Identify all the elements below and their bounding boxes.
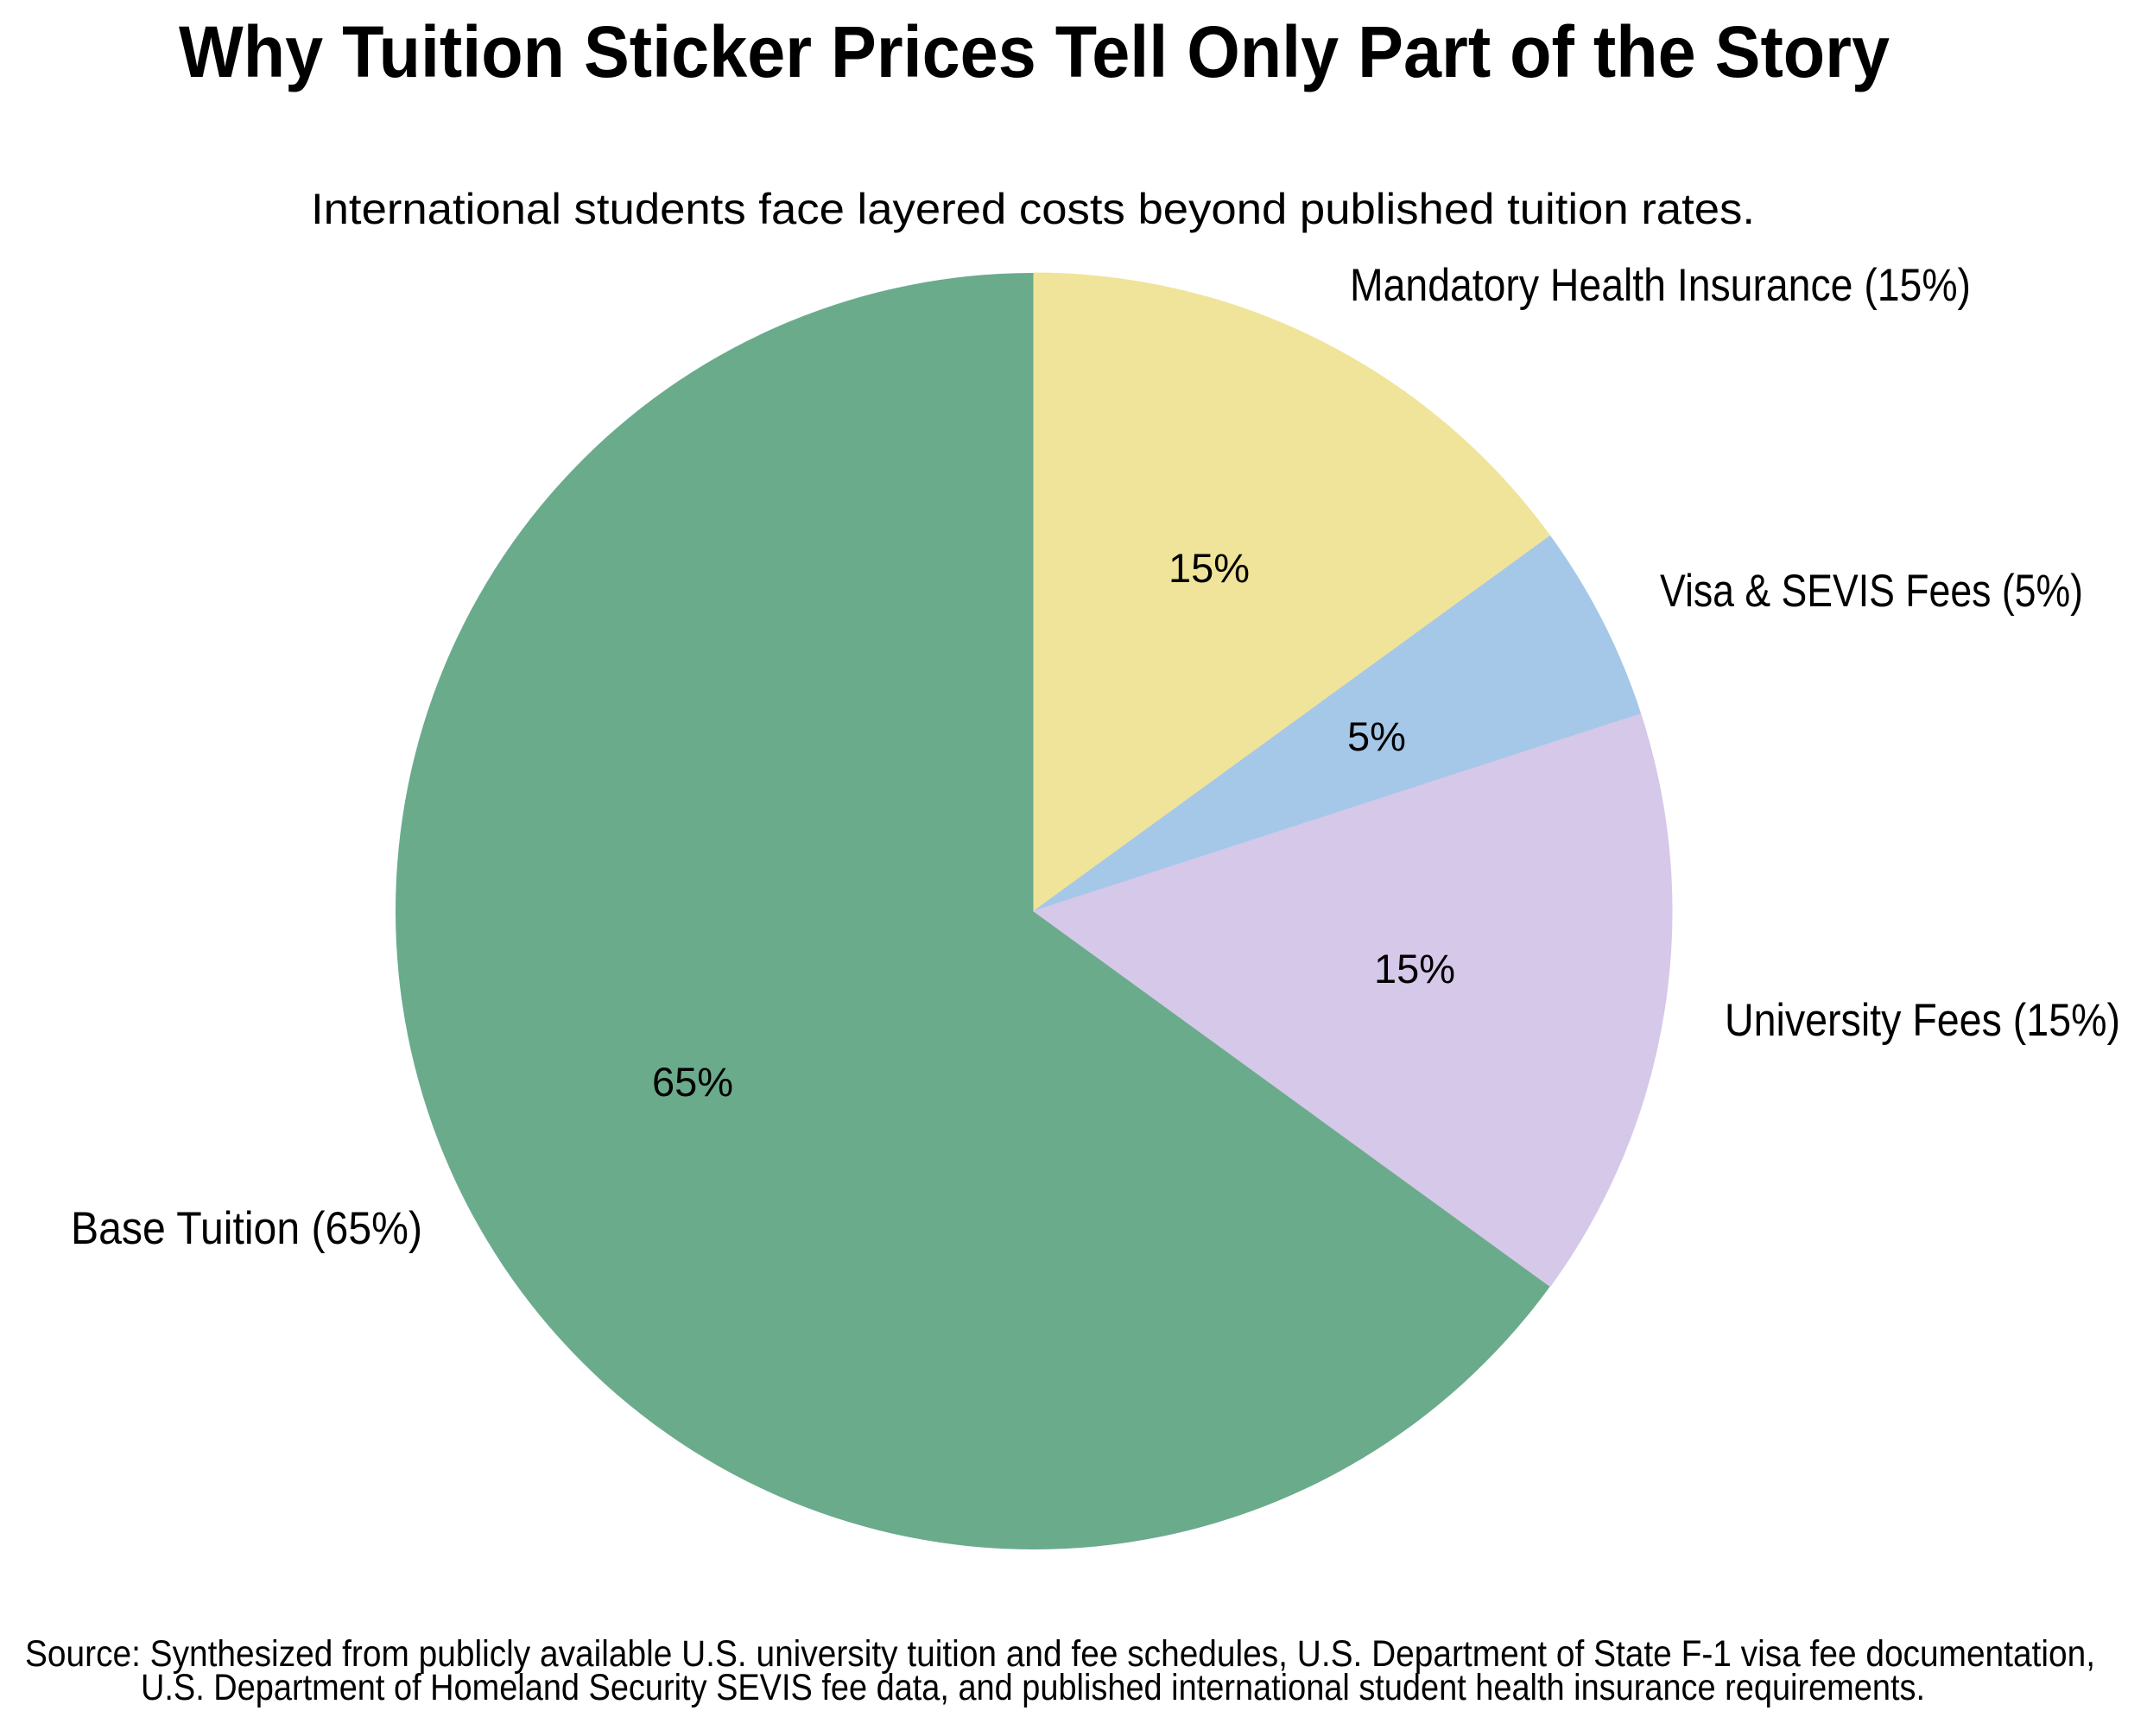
- svg-text:International students face la: International students face layered cost…: [311, 185, 1755, 233]
- svg-text:University Fees (15%): University Fees (15%): [1725, 995, 2120, 1046]
- svg-text:Source: Synthesized from publi: Source: Synthesized from publicly availa…: [25, 1633, 2095, 1675]
- svg-text:15%: 15%: [1168, 545, 1250, 591]
- svg-text:Base Tuition (65%): Base Tuition (65%): [71, 1203, 422, 1254]
- svg-text:Why Tuition Sticker Prices Tel: Why Tuition Sticker Prices Tell Only Par…: [179, 11, 1890, 92]
- svg-text:5%: 5%: [1347, 713, 1406, 759]
- svg-text:U.S. Department of Homeland Se: U.S. Department of Homeland Security SEV…: [141, 1667, 1925, 1708]
- svg-text:15%: 15%: [1374, 946, 1455, 992]
- svg-text:Mandatory Health Insurance (15: Mandatory Health Insurance (15%): [1350, 260, 1971, 311]
- svg-text:Visa & SEVIS Fees (5%): Visa & SEVIS Fees (5%): [1660, 566, 2083, 617]
- svg-text:65%: 65%: [652, 1059, 733, 1105]
